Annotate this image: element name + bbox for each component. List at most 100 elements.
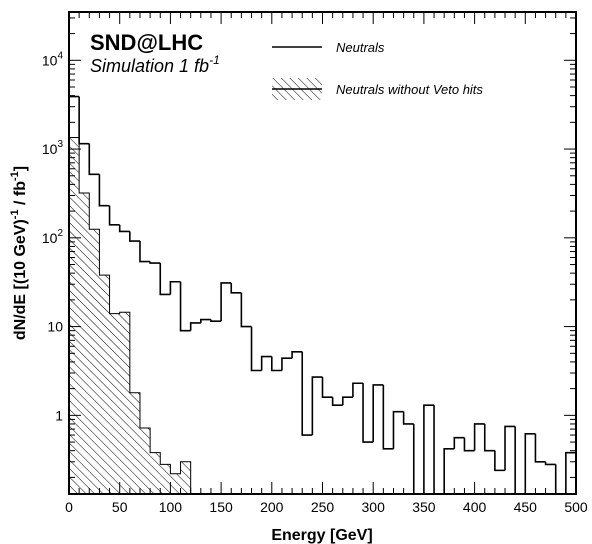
chart-subtitle: Simulation 1 fb-1 — [90, 53, 220, 76]
y-tick-label-base-2: 10 — [42, 230, 58, 246]
neutrals-bin-37 — [443, 447, 455, 494]
y-tick-label-0: 1 — [55, 407, 63, 423]
hatched-bin-9 — [160, 464, 171, 494]
neutrals-bin-5 — [118, 224, 130, 233]
hatched-series-layer — [68, 136, 192, 495]
subtitle-text: Simulation 1 fb — [90, 56, 209, 76]
neutrals-bin-32 — [392, 410, 404, 449]
hatched-bin-10 — [170, 473, 181, 494]
neutrals-bin-21 — [281, 357, 293, 371]
neutrals-bin-25 — [321, 377, 333, 399]
neutrals-bin-15 — [220, 282, 232, 322]
x-tick-label-400: 400 — [463, 499, 487, 515]
y-tick-label-1: 10 — [47, 319, 63, 335]
neutrals-bin-17 — [240, 292, 252, 328]
hatched-series-outline — [68, 136, 192, 494]
neutrals-bin-39 — [463, 437, 475, 452]
hatched-bin-2 — [89, 229, 100, 494]
y-axis-title-part-a: dN/dE [(10 GeV) — [12, 219, 29, 340]
hatched-bin-5 — [119, 312, 130, 494]
subtitle-superscript: -1 — [209, 53, 220, 67]
y-tick-label-base-0: 1 — [55, 407, 63, 423]
neutrals-bin-30 — [372, 384, 384, 443]
x-tick-label-100: 100 — [159, 499, 183, 515]
hatched-bin-6 — [129, 392, 140, 494]
neutrals-bin-13 — [200, 318, 211, 323]
neutrals-bin-16 — [230, 282, 242, 294]
neutrals-bin-4 — [108, 205, 120, 226]
neutrals-bin-11 — [179, 281, 191, 332]
y-axis-title-sup-1: -1 — [9, 209, 21, 219]
neutrals-bin-43 — [504, 425, 516, 471]
neutrals-bin-27 — [341, 396, 353, 406]
y-axis-title-part-b: / fb — [12, 181, 29, 210]
hatched-bin-4 — [109, 313, 120, 494]
hatched-bin-3 — [99, 275, 110, 494]
hatched-bin-11 — [180, 461, 191, 494]
chart-title: SND@LHC — [90, 30, 203, 55]
y-axis-title: dN/dE [(10 GeV)-1 / fb-1] — [9, 166, 29, 340]
y-axis-title-part-c: ] — [12, 166, 29, 171]
y-tick-label-base-1: 10 — [47, 319, 63, 335]
plot-frame — [68, 11, 577, 495]
plot-background — [69, 12, 576, 494]
neutrals-bin-7 — [139, 241, 151, 263]
y-tick-label-exp-2: 2 — [57, 228, 63, 239]
neutrals-bin-3 — [98, 174, 110, 207]
neutrals-bin-8 — [149, 261, 161, 264]
neutrals-bin-12 — [189, 322, 201, 331]
neutrals-bin-10 — [169, 280, 181, 295]
neutrals-bin-41 — [483, 423, 495, 452]
neutrals-bin-46 — [534, 433, 546, 463]
neutrals-bin-6 — [129, 231, 140, 242]
hatched-bin-7 — [139, 428, 151, 494]
legend: Neutrals Neutrals without Veto hits — [272, 40, 483, 100]
legend-label-neutrals: Neutrals — [336, 40, 385, 55]
y-tick-label-2: 102 — [42, 228, 64, 246]
neutrals-bin-26 — [331, 397, 343, 407]
neutrals-bin-42 — [494, 450, 506, 472]
x-tick-label-0: 0 — [65, 499, 73, 515]
neutrals-bin-47 — [544, 461, 556, 466]
neutrals-bin-18 — [250, 326, 262, 372]
x-tick-label-250: 250 — [311, 499, 335, 515]
y-tick-label-exp-3: 3 — [57, 139, 63, 150]
hatched-bin-1 — [79, 192, 90, 495]
y-tick-label-base-4: 10 — [42, 52, 58, 68]
y-tick-label-3: 103 — [42, 139, 64, 157]
y-tick-label-base-3: 10 — [42, 141, 58, 157]
tick-labels-layer: 0 50 100 150 200 250 300 350 400 450 5001101021031… — [42, 50, 588, 515]
neutrals-bin-31 — [382, 384, 394, 450]
neutrals-bin-24 — [311, 376, 323, 436]
x-axis-title: Energy [GeV] — [271, 527, 372, 544]
hatched-bin-8 — [150, 452, 161, 494]
x-tick-label-350: 350 — [412, 499, 436, 515]
neutrals-bin-2 — [88, 143, 100, 176]
legend-label-hatched: Neutrals without Veto hits — [336, 82, 483, 97]
neutrals-bin-22 — [291, 350, 303, 359]
x-tick-label-150: 150 — [209, 499, 233, 515]
x-tick-label-200: 200 — [260, 499, 284, 515]
x-tick-label-500: 500 — [564, 499, 588, 515]
x-tick-label-50: 50 — [112, 499, 128, 515]
neutrals-bin-14 — [210, 319, 222, 322]
neutrals-bin-20 — [271, 356, 282, 372]
neutrals-bin-19 — [260, 355, 272, 371]
neutrals-bin-29 — [362, 383, 374, 443]
neutrals-bin-33 — [402, 411, 414, 425]
hatched-bin-0 — [69, 137, 80, 494]
neutrals-bin-49 — [565, 451, 576, 494]
neutrals-bin-28 — [352, 382, 364, 398]
neutrals-bin-1 — [78, 96, 90, 145]
neutrals-bin-9 — [159, 263, 171, 296]
neutrals-bin-40 — [473, 423, 485, 451]
neutrals-bin-45 — [524, 432, 536, 494]
x-tick-label-450: 450 — [514, 499, 538, 515]
neutrals-bin-35 — [423, 404, 435, 494]
y-tick-label-exp-4: 4 — [57, 50, 63, 61]
neutrals-bin-38 — [453, 436, 465, 449]
neutrals-bin-23 — [301, 351, 313, 436]
y-axis-title-sup-2: -1 — [9, 171, 21, 181]
x-tick-label-300: 300 — [362, 499, 386, 515]
